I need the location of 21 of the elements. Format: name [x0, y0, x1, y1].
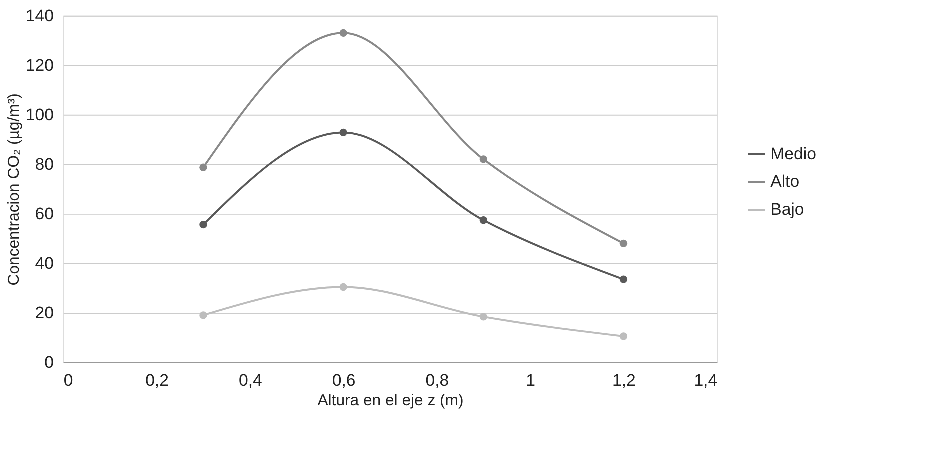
- x-tick-label: 0,2: [146, 370, 169, 390]
- y-tick-label: 100: [26, 105, 54, 124]
- y-tick-label: 140: [26, 6, 54, 26]
- x-tick-label: 1,4: [694, 370, 718, 390]
- x-tick-label: 0,6: [332, 370, 356, 390]
- y-axis-title: Concentracion CO₂ (µg/m³): [6, 94, 23, 286]
- legend-label: Alto: [770, 172, 800, 192]
- x-tick-label: 0,8: [426, 370, 450, 390]
- x-tick-label: 0,4: [238, 370, 262, 390]
- x-axis-title: Altura en el eje z (m): [318, 392, 464, 410]
- legend-label: Medio: [770, 144, 816, 164]
- y-tick-label: 60: [35, 204, 54, 224]
- legend-label: Bajo: [770, 200, 804, 219]
- y-tick-label: 120: [26, 56, 54, 75]
- x-tick-label: 0: [64, 370, 74, 390]
- x-tick-label: 1,2: [612, 370, 636, 390]
- y-tick-label: 20: [35, 303, 54, 322]
- y-tick-label: 40: [35, 254, 54, 273]
- y-tick-label: 0: [44, 352, 54, 372]
- y-tick-label: 80: [35, 154, 54, 174]
- x-tick-label: 1: [526, 370, 536, 390]
